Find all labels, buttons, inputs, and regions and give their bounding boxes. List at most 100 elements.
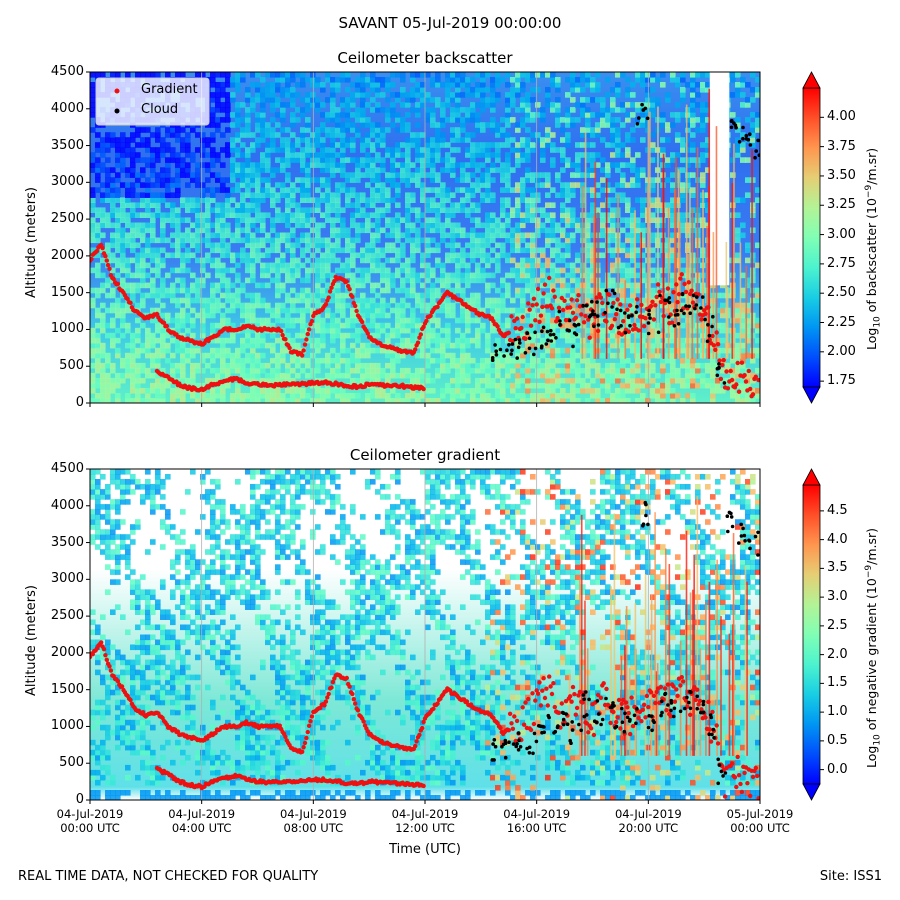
heatmap-cell — [145, 367, 151, 374]
heatmap-cell — [395, 112, 401, 118]
heatmap-cell — [670, 187, 676, 193]
heatmap-cell — [555, 382, 561, 389]
heatmap-cell — [495, 167, 501, 173]
heatmap-cell — [315, 282, 321, 289]
heatmap-cell — [115, 347, 121, 354]
heatmap-cell — [275, 207, 281, 213]
heatmap-cell — [95, 322, 101, 329]
heatmap-cell — [140, 322, 146, 329]
heatmap-cell — [505, 137, 511, 143]
heatmap-cell — [270, 187, 276, 193]
heatmap-cell — [565, 367, 571, 374]
heatmap-cell — [545, 202, 551, 208]
heatmap-cell — [505, 237, 511, 244]
heatmap-cell — [505, 352, 511, 359]
heatmap-cell — [230, 212, 236, 218]
heatmap-cell — [550, 142, 556, 148]
heatmap-cell — [635, 388, 641, 394]
heatmap-cell — [95, 287, 101, 294]
heatmap-cell — [550, 267, 556, 274]
heatmap-cell — [445, 212, 451, 218]
heatmap-cell — [525, 212, 531, 218]
heatmap-cell — [465, 367, 471, 374]
heatmap-cell — [590, 252, 596, 259]
heatmap-cell — [595, 372, 601, 379]
heatmap-cell — [535, 398, 541, 403]
heatmap-cell — [335, 327, 341, 334]
heatmap-cell — [635, 362, 641, 369]
heatmap-cell — [430, 267, 436, 274]
heatmap-cell — [385, 362, 391, 369]
heatmap-cell — [290, 232, 296, 239]
heatmap-cell — [165, 162, 171, 168]
heatmap-cell — [255, 302, 261, 309]
heatmap-cell — [295, 307, 301, 314]
heatmap-cell — [180, 242, 186, 249]
heatmap-cell — [185, 167, 191, 173]
heatmap-cell — [200, 187, 206, 193]
heatmap-cell — [455, 382, 461, 389]
heatmap-field-0 — [90, 72, 760, 403]
heatmap-cell — [160, 217, 166, 223]
heatmap-cell — [555, 192, 561, 198]
heatmap-cell — [100, 147, 106, 153]
heatmap-cell — [410, 322, 416, 329]
heatmap-cell — [505, 398, 511, 403]
heatmap-cell — [285, 237, 291, 244]
heatmap-cell — [640, 332, 646, 339]
heatmap-cell — [345, 87, 351, 93]
heatmap-cell — [390, 257, 396, 264]
heatmap-cell — [400, 317, 406, 324]
heatmap-cell — [370, 107, 376, 113]
heatmap-cell — [365, 142, 371, 148]
heatmap-cell — [520, 117, 526, 123]
heatmap-cell — [100, 327, 106, 334]
heatmap-cell — [555, 352, 561, 359]
heatmap-cell — [305, 292, 311, 299]
heatmap-cell — [190, 362, 196, 369]
heatmap-cell — [100, 72, 106, 78]
heatmap-cell — [220, 317, 226, 324]
heatmap-cell — [205, 272, 211, 279]
heatmap-cell — [675, 102, 681, 108]
heatmap-cell — [485, 197, 491, 203]
heatmap-cell — [370, 267, 376, 274]
heatmap-cell — [525, 202, 531, 208]
heatmap-cell — [230, 207, 236, 213]
heatmap-cell — [490, 352, 496, 359]
heatmap-cell — [300, 307, 306, 314]
heatmap-cell — [635, 398, 641, 403]
heatmap-cell — [315, 277, 321, 284]
heatmap-cell — [395, 302, 401, 309]
heatmap-cell — [210, 307, 216, 314]
heatmap-cell — [185, 232, 191, 239]
heatmap-cell — [420, 147, 426, 153]
heatmap-cell — [410, 388, 416, 394]
heatmap-cell — [265, 72, 271, 78]
heatmap-cell — [545, 262, 551, 269]
heatmap-cell — [195, 222, 201, 229]
heatmap-cell — [430, 107, 436, 113]
heatmap-cell — [570, 222, 576, 229]
heatmap-cell — [230, 252, 236, 259]
heatmap-cell — [360, 222, 366, 229]
heatmap-cell — [615, 82, 621, 88]
heatmap-cell — [390, 242, 396, 249]
heatmap-cell — [670, 332, 676, 339]
heatmap-cell — [315, 317, 321, 324]
heatmap-cell — [145, 393, 151, 399]
heatmap-cell — [465, 232, 471, 239]
heatmap-cell — [415, 177, 421, 183]
heatmap-cell — [435, 192, 441, 198]
heatmap-cell — [560, 217, 566, 223]
heatmap-cell — [475, 142, 481, 148]
heatmap-cell — [145, 327, 151, 334]
heatmap-cell — [390, 92, 396, 98]
heatmap-cell — [95, 342, 101, 349]
heatmap-cell — [145, 388, 151, 394]
heatmap-cell — [305, 197, 311, 203]
heatmap-cell — [145, 332, 151, 339]
heatmap-cell — [250, 317, 256, 324]
heatmap-cell — [120, 132, 126, 138]
heatmap-cell — [535, 197, 541, 203]
